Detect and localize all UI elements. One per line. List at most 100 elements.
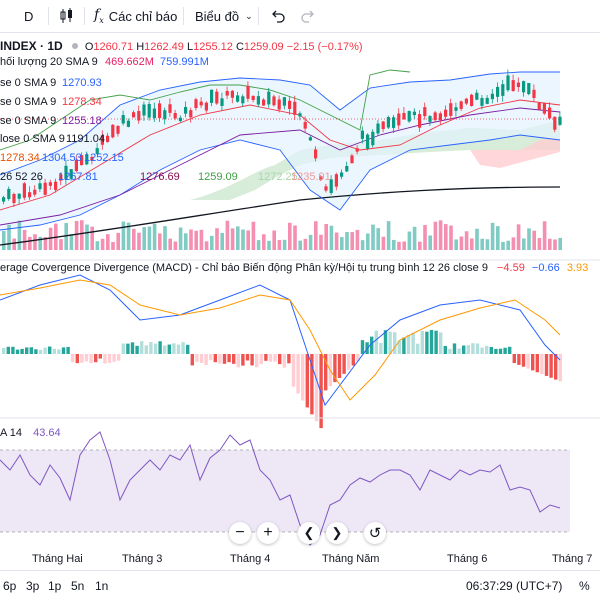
rsi-band: [0, 450, 570, 532]
volume-bar: [355, 229, 360, 250]
overlay-legend-value: 1304.53: [42, 152, 82, 164]
candle-body: [54, 181, 58, 190]
macd-histogram-bar: [112, 354, 116, 362]
macd-histogram-bar: [121, 343, 125, 354]
time-axis-label: Tháng 7: [552, 553, 593, 565]
candle-body: [314, 149, 318, 159]
candle-body: [225, 90, 229, 96]
chart-type-button[interactable]: Biểu đồ ⌄: [195, 0, 253, 32]
overlay-legend-label[interactable]: hối lượng 20 SMA 9: [0, 56, 98, 68]
volume-bar: [126, 222, 131, 250]
candle-body: [90, 156, 94, 161]
candle-body: [386, 117, 390, 128]
macd-legend[interactable]: erage Covergence Divergence (MACD) - Chỉ…: [0, 262, 588, 275]
macd-histogram-bar: [250, 354, 254, 366]
volume-bar: [236, 226, 240, 250]
candle-body: [256, 96, 260, 105]
volume-bar: [334, 232, 339, 250]
candle-body: [38, 183, 42, 190]
undo-button[interactable]: [270, 0, 286, 32]
redo-button[interactable]: [300, 0, 316, 32]
volume-bar: [22, 229, 27, 250]
overlay-legend-value: 1270.93: [62, 77, 102, 89]
volume-bar: [397, 241, 401, 250]
candle-body: [480, 98, 484, 106]
range-button[interactable]: 3p: [26, 579, 40, 593]
candle-body: [236, 95, 240, 102]
candle-body: [251, 96, 255, 101]
macd-histogram-bar: [360, 340, 365, 354]
candle-body: [392, 117, 396, 128]
percent-toggle[interactable]: %: [579, 579, 590, 593]
volume-bar: [475, 228, 479, 250]
candles-icon: [60, 8, 72, 23]
macd-histogram-bar: [448, 348, 452, 354]
range-button[interactable]: 5n: [71, 579, 85, 593]
chart-style-button[interactable]: [58, 0, 76, 32]
volume-bar: [152, 223, 157, 250]
volume-bars: [2, 220, 562, 250]
scroll-left-button[interactable]: ❮: [298, 522, 320, 544]
candle-body: [17, 193, 21, 199]
candle-body: [178, 117, 182, 122]
candle-body: [69, 169, 73, 179]
range-button[interactable]: 1n: [95, 579, 109, 593]
volume-bar: [371, 224, 375, 250]
volume-bar: [407, 231, 412, 250]
overlay-legend-label[interactable]: lose 0 SMA 9: [0, 133, 65, 145]
interval-button[interactable]: D: [24, 0, 33, 32]
reset-chart-button[interactable]: ↺: [364, 522, 386, 544]
rsi-legend[interactable]: A 14 43.64: [0, 427, 61, 440]
clock-readout[interactable]: 06:37:29 (UTC+7): [466, 579, 563, 593]
overlay-legend-value: 1191.04: [66, 133, 105, 145]
macd-value: 3.93: [566, 262, 589, 274]
overlay-legend-label[interactable]: 26 52 26: [0, 171, 43, 183]
macd-histogram-bar: [167, 344, 171, 354]
zoom-out-button[interactable]: −: [229, 522, 251, 544]
volume-bar: [251, 221, 256, 250]
candle-body: [433, 112, 437, 121]
macd-histogram-bar: [379, 342, 383, 354]
macd-histogram-bar: [489, 346, 493, 354]
symbol-legend[interactable]: INDEX · 1D O1260.71 H1262.49 L1255.12 C1…: [0, 40, 363, 54]
ichimoku-cloud-red: [470, 138, 560, 168]
macd-histogram-bar: [130, 342, 135, 354]
macd-histogram-bar: [540, 354, 544, 375]
scroll-left-icon: ❮: [303, 525, 315, 540]
volume-bar: [428, 235, 432, 250]
volume-bar: [121, 221, 126, 250]
volume-bar: [33, 234, 37, 250]
bollinger-lower: [0, 134, 561, 231]
candle-body: [64, 165, 68, 180]
volume-bar: [532, 230, 536, 250]
range-button[interactable]: 6p: [3, 579, 17, 593]
macd-histogram-bar: [508, 346, 512, 354]
rsi-title: A 14: [0, 427, 23, 439]
indicators-label: Các chỉ báo: [108, 8, 178, 24]
indicators-button[interactable]: fx Các chỉ báo: [94, 0, 177, 32]
overlay-legend-value: 1267.81: [58, 171, 98, 183]
overlay-legend-label[interactable]: se 0 SMA 9: [0, 96, 57, 108]
candle-body: [220, 98, 224, 106]
macd-histogram-bar: [153, 343, 158, 354]
macd-histogram-bar: [259, 354, 263, 365]
macd-histogram-bar: [310, 354, 314, 415]
macd-histogram-bar: [333, 354, 337, 383]
scroll-right-button[interactable]: ❯: [326, 522, 348, 544]
visibility-icon[interactable]: [71, 43, 78, 49]
candle-body: [366, 134, 370, 149]
overlay-legend-label[interactable]: se 0 SMA 9: [0, 77, 57, 89]
macd-histogram-bar: [264, 354, 268, 361]
time-axis-label: Tháng 4: [230, 553, 271, 565]
zoom-in-button[interactable]: +: [257, 522, 279, 544]
macd-histogram-bar: [411, 332, 415, 354]
volume-bar: [288, 222, 292, 250]
macd-histogram-bar: [457, 348, 461, 354]
overlay-legend-value: 1252.15: [84, 152, 124, 164]
volume-bar: [163, 226, 167, 250]
macd-histogram-bar: [140, 341, 144, 354]
overlay-legend-label[interactable]: se 0 SMA 9: [0, 115, 57, 127]
chart-canvas[interactable]: [0, 33, 600, 570]
volume-bar: [548, 238, 552, 250]
range-button[interactable]: 1p: [48, 579, 62, 593]
